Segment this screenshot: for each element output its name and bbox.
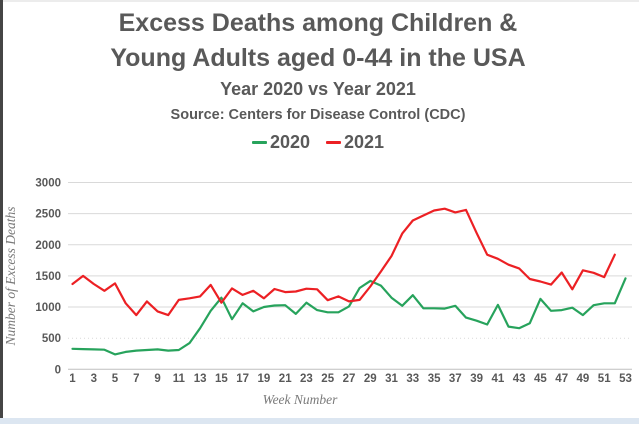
legend-label-2021: 2021 [344,132,385,152]
chart-subtitle: Year 2020 vs Year 2021 [220,79,416,99]
x-tick-37: 37 [449,373,462,385]
x-tick-17: 17 [236,373,249,385]
x-axis-title: Week Number [263,392,339,407]
chart-source: Source: Centers for Disease Control (CDC… [170,107,466,123]
x-tick-41: 41 [492,373,505,385]
chart-title: Excess Deaths among Children & Young Adu… [3,6,633,76]
x-tick-35: 35 [428,373,441,385]
legend-swatch-2020 [251,141,267,144]
window-top-edge [0,0,639,2]
y-tick-2000: 2000 [35,240,61,252]
y-tick-1500: 1500 [35,271,61,283]
x-tick-11: 11 [173,373,186,385]
x-tick-1: 1 [69,373,76,385]
y-axis-title: Number of Excess Deaths [3,206,18,346]
x-tick-7: 7 [133,373,139,385]
x-tick-45: 45 [534,373,547,385]
x-tick-53: 53 [619,373,632,385]
legend-item-2021: 2021 [326,132,384,153]
x-tick-19: 19 [258,373,271,385]
legend-label-2020: 2020 [269,132,310,152]
legend-swatch-2021 [326,141,341,144]
y-tick-1000: 1000 [35,302,61,314]
x-tick-27: 27 [343,373,356,385]
y-tick-2500: 2500 [35,209,61,221]
x-tick-5: 5 [112,373,119,385]
window-bottom-edge [0,418,639,424]
x-tick-51: 51 [598,373,611,385]
x-tick-3: 3 [91,373,97,385]
x-tick-47: 47 [555,373,568,385]
y-tick-3000: 3000 [35,178,61,190]
y-tick-500: 500 [42,333,61,345]
x-tick-23: 23 [300,373,313,385]
x-tick-25: 25 [321,373,334,385]
x-tick-31: 31 [385,373,398,385]
x-tick-29: 29 [364,373,377,385]
chart-legend: 2020 2021 [3,132,633,153]
x-tick-39: 39 [470,373,483,385]
y-tick-0: 0 [55,364,61,376]
x-tick-49: 49 [577,373,590,385]
x-tick-15: 15 [215,373,228,385]
x-tick-21: 21 [279,373,292,385]
x-tick-9: 9 [154,373,160,385]
x-tick-33: 33 [406,373,419,385]
window-left-edge [0,0,3,424]
chart-title-line2: Young Adults aged 0-44 in the USA [110,44,526,72]
x-tick-43: 43 [513,373,526,385]
chart-title-line1: Excess Deaths among Children & [118,9,518,37]
x-tick-13: 13 [194,373,207,385]
legend-item-2020: 2020 [251,132,310,153]
chart-header: Excess Deaths among Children & Young Adu… [3,6,633,153]
series-2020-line [71,277,627,356]
series-2021-line [71,207,616,317]
